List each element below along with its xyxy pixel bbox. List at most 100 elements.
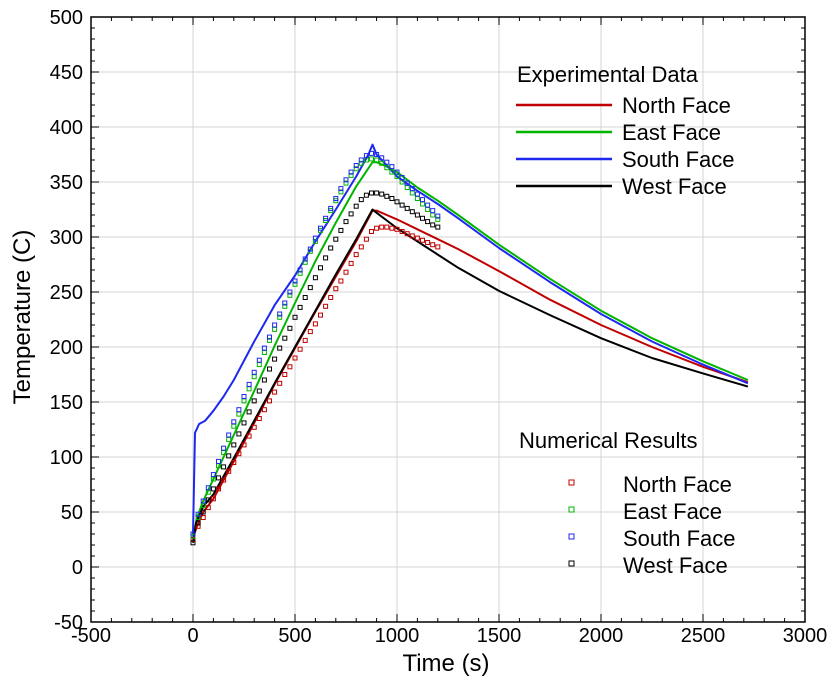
numerical-point: [333, 236, 339, 242]
numerical-point: [210, 472, 216, 478]
legend-numerical-label-north-face: North Face: [623, 472, 732, 497]
numerical-point: [374, 152, 380, 157]
numerical-point: [343, 219, 349, 225]
numerical-point: [369, 229, 374, 234]
numerical-point: [210, 486, 216, 492]
numerical-point: [379, 191, 385, 197]
numerical-point: [241, 394, 247, 399]
numerical-point: [430, 222, 436, 228]
numerical-point: [430, 208, 436, 214]
numerical-point: [343, 269, 349, 275]
numerical-point: [353, 166, 359, 172]
numerical-point: [414, 212, 420, 218]
numerical-point: [236, 407, 242, 413]
numerical-point: [246, 433, 252, 439]
numerical-point: [358, 197, 364, 203]
numerical-point: [261, 407, 267, 413]
numerical-point: [353, 203, 359, 209]
numerical-point: [190, 537, 196, 542]
y-tick-label: 50: [61, 502, 83, 524]
legend-experimental-title: Experimental Data: [517, 62, 699, 87]
numerical-point: [307, 329, 313, 335]
numerical-series-south-face: [190, 150, 441, 537]
numerical-point: [190, 531, 196, 537]
numerical-point: [277, 311, 283, 317]
numerical-point: [236, 451, 242, 457]
numerical-point: [333, 286, 339, 292]
numerical-point: [358, 157, 364, 163]
legend-experimental-label-east-face: East Face: [622, 120, 721, 145]
numerical-point: [323, 255, 329, 261]
numerical-point: [394, 226, 400, 232]
numerical-point: [384, 193, 390, 199]
axis-labels: Time (s) Temperature (C): [9, 230, 490, 677]
y-axis-label: Temperature (C): [9, 230, 36, 405]
x-tick-label: 1500: [477, 625, 522, 647]
numerical-point: [394, 169, 400, 175]
y-tick-label: 300: [50, 227, 83, 249]
legend-numerical-marker-north-face: [568, 479, 575, 486]
y-tick-label: 350: [50, 172, 83, 194]
numerical-point: [348, 211, 354, 217]
numerical-point: [236, 431, 242, 437]
numerical-point: [363, 153, 369, 159]
numerical-point: [195, 511, 201, 517]
numerical-series-west-face: [190, 190, 441, 546]
y-tick-label: 250: [50, 282, 83, 304]
numerical-point: [425, 240, 431, 245]
numerical-point: [302, 256, 308, 262]
numerical-point: [282, 335, 288, 341]
numerical-point: [369, 150, 374, 156]
numerical-point: [323, 215, 329, 221]
y-tick-label: 100: [50, 447, 83, 469]
x-axis-label: Time (s): [402, 650, 489, 677]
numerical-point: [231, 460, 237, 465]
numerical-point: [379, 160, 385, 166]
numerical-point: [420, 237, 425, 243]
x-tick-label: 1000: [375, 625, 420, 647]
numerical-point: [272, 356, 278, 362]
numerical-point: [363, 236, 369, 242]
numerical-point: [307, 285, 313, 291]
numerical-series-north-face: [190, 224, 441, 542]
numerical-point: [312, 235, 318, 241]
numerical-point: [338, 189, 344, 195]
legend-numerical-title: Numerical Results: [519, 428, 698, 453]
y-tick-label: 0: [72, 557, 83, 579]
numerical-point: [389, 196, 395, 201]
x-tick-label: 3000: [783, 625, 828, 647]
numerical-point: [425, 202, 431, 208]
numerical-point: [226, 468, 232, 474]
numerical-point: [221, 464, 227, 470]
numerical-point: [231, 419, 237, 425]
numerical-point: [399, 175, 405, 181]
legend-experimental-label-south-face: South Face: [622, 147, 735, 172]
numerical-point: [216, 486, 221, 492]
numerical-point: [318, 225, 323, 231]
numerical-point: [246, 381, 252, 387]
numerical-point: [343, 180, 349, 186]
numerical-point: [338, 186, 344, 192]
numerical-point: [256, 388, 262, 394]
numerical-point: [389, 225, 395, 231]
numerical-point: [272, 389, 278, 395]
numerical-point: [389, 164, 395, 170]
experimental-line-west-face: [192, 208, 749, 543]
x-tick-label: 2500: [681, 625, 726, 647]
numerical-point: [287, 364, 293, 370]
numerical-point: [277, 345, 283, 351]
legend-numerical-label-south-face: South Face: [623, 526, 736, 551]
numerical-point: [200, 509, 206, 515]
numerical-point: [414, 235, 420, 241]
numerical-point: [435, 244, 441, 250]
numerical-point: [195, 515, 201, 520]
numerical-point: [251, 398, 257, 404]
numerical-point: [379, 224, 385, 230]
numerical-point: [409, 233, 415, 239]
numerical-point: [353, 252, 359, 258]
numerical-point: [282, 372, 288, 377]
numerical-point: [312, 275, 318, 281]
numerical-point: [267, 398, 272, 404]
